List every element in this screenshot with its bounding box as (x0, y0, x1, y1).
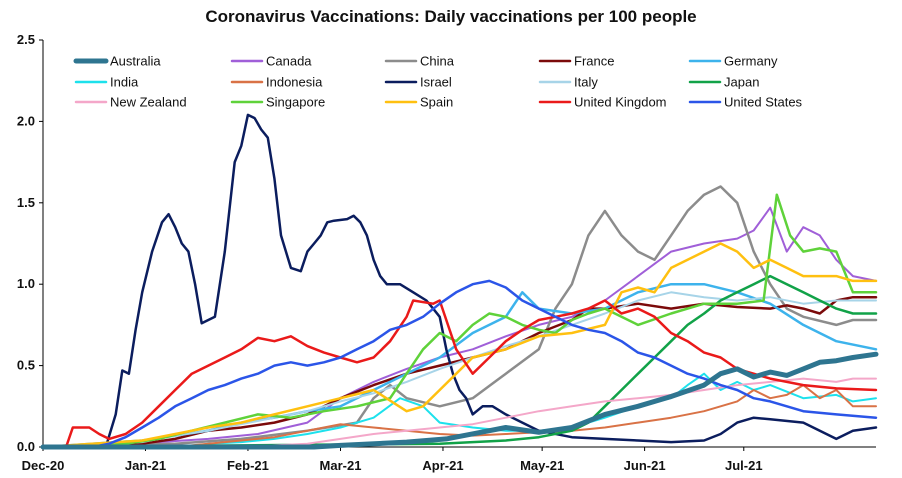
legend-label: Italy (574, 75, 598, 90)
series-line-australia (40, 351, 879, 450)
series-line-singapore (41, 193, 878, 449)
y-tick-label: 1.5 (17, 195, 35, 210)
legend-label: Germany (724, 54, 778, 69)
series-line-united-kingdom (41, 299, 878, 449)
x-axis: Dec-20 Jan-21 Feb-21 Mar-21 Apr-21 May-21 Jun-… (22, 447, 763, 473)
series-layer (40, 113, 879, 450)
x-tick-label: Jul-21 (725, 458, 763, 473)
series-line-canada (42, 206, 877, 448)
series-line-united-states (41, 279, 878, 449)
legend-label: New Zealand (110, 95, 187, 110)
x-tick-label: Mar-21 (320, 458, 362, 473)
legend-label: Japan (724, 75, 759, 90)
y-tick-label: 0.5 (17, 358, 35, 373)
legend: Australia Canada China France Germany India In… (73, 54, 803, 110)
series-line-spain (41, 242, 878, 449)
series-line-new-zealand (42, 377, 877, 448)
x-tick-label: Jan-21 (125, 458, 166, 473)
legend-label: Canada (266, 54, 312, 69)
x-tick-label: Apr-21 (422, 458, 463, 473)
y-axis: 0.0 0.5 1.0 1.5 2.0 2.5 (17, 32, 43, 454)
legend-label: United Kingdom (574, 95, 667, 110)
legend-label: Spain (420, 95, 453, 110)
series-line-france (41, 295, 878, 449)
x-tick-label: Jun-21 (624, 458, 666, 473)
series-line-italy (42, 291, 877, 448)
y-tick-label: 0.0 (17, 439, 35, 454)
x-tick-label: Feb-21 (227, 458, 269, 473)
y-tick-label: 2.5 (17, 32, 35, 47)
legend-label: Australia (110, 54, 161, 69)
y-tick-label: 1.0 (17, 276, 35, 291)
y-tick-label: 2.0 (17, 113, 35, 128)
legend-label: United States (724, 95, 803, 110)
x-tick-label: May-21 (520, 458, 564, 473)
series-line-israel (41, 113, 878, 449)
legend-label: Israel (420, 75, 452, 90)
series-line-japan (41, 274, 878, 449)
x-tick-label: Dec-20 (22, 458, 65, 473)
legend-label: Indonesia (266, 75, 323, 90)
legend-label: France (574, 54, 614, 69)
legend-label: India (110, 75, 139, 90)
legend-label: Singapore (266, 95, 325, 110)
legend-label: China (420, 54, 455, 69)
chart-title: Coronavirus Vaccinations: Daily vaccinat… (205, 7, 696, 26)
series-line-china (41, 185, 878, 449)
